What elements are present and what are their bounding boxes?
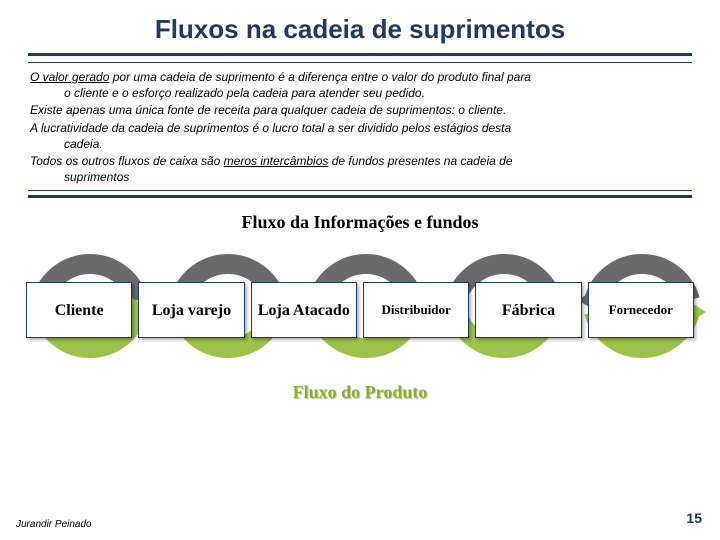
para-1: O valor gerado por uma cadeia de suprime…: [30, 69, 690, 101]
flow-diagram: Fluxo da Informações e fundos: [0, 212, 720, 412]
rule-bottom-thin: [28, 190, 692, 191]
flow-top-label: Fluxo da Informações e fundos: [0, 212, 720, 233]
rule-top-thin: [28, 62, 692, 63]
rule-bottom-thick: [28, 195, 692, 198]
meros-intercambios-underline: meros intercâmbios: [224, 154, 329, 168]
page-number: 15: [686, 510, 702, 526]
author-credit: Jurandir Peinado: [16, 519, 92, 530]
para-4: Todos os outros fluxos de caixa são mero…: [30, 153, 690, 185]
node-cliente: Cliente: [26, 282, 132, 338]
rule-top-thick: [28, 53, 692, 56]
para-3: A lucratividade da cadeia de suprimentos…: [30, 120, 690, 152]
node-fornecedor: Fornecedor: [588, 282, 694, 338]
para-2: Existe apenas uma única fonte de receita…: [30, 102, 690, 118]
valor-gerado-underline: O valor gerado: [30, 70, 109, 84]
node-loja-atacado: Loja Atacado: [251, 282, 357, 338]
node-fábrica: Fábrica: [475, 282, 581, 338]
nodes-row: ClienteLoja varejoLoja AtacadoDistribuid…: [26, 282, 694, 338]
page-title: Fluxos na cadeia de suprimentos: [0, 0, 720, 51]
body-paragraphs: O valor gerado por uma cadeia de suprime…: [0, 67, 720, 190]
flow-bottom-label: Fluxo do Produto: [0, 382, 720, 403]
node-loja-varejo: Loja varejo: [138, 282, 244, 338]
node-distribuidor: Distribuidor: [363, 282, 469, 338]
